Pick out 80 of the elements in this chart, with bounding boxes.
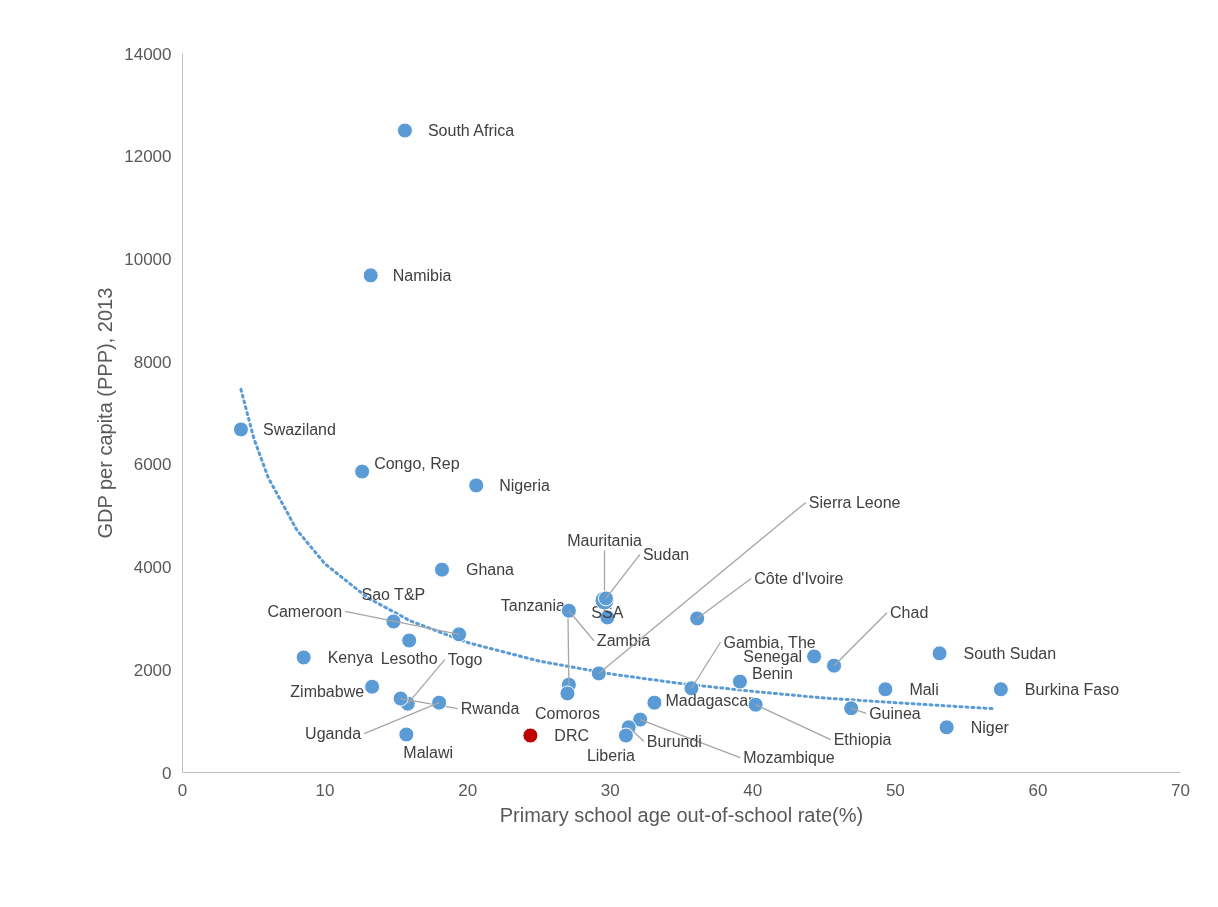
point — [433, 561, 450, 578]
series-label: Kenya — [327, 648, 374, 666]
series-label: Congo, Rep — [374, 455, 460, 473]
point — [559, 685, 576, 702]
point — [362, 267, 379, 284]
y-axis-title: GDP per capita (PPP), 2013 — [94, 287, 117, 539]
series-label: Swaziland — [262, 420, 336, 438]
series-label: Burkina Faso — [1024, 680, 1120, 698]
point — [398, 726, 415, 743]
series-label: South Africa — [427, 122, 515, 140]
series-label: Malawi — [403, 744, 454, 761]
point — [877, 681, 894, 698]
series-label: DRC — [554, 727, 590, 745]
point — [938, 719, 955, 736]
series-label: Sao T&P — [361, 586, 426, 604]
point — [931, 645, 948, 662]
text: Tanzania — [500, 597, 565, 615]
y-tick-label: 0 — [162, 763, 172, 783]
x-tick-label: 20 — [458, 780, 478, 800]
text: Rwanda — [460, 700, 520, 718]
text: Chad — [890, 604, 929, 622]
series-label: Liberia — [586, 747, 636, 765]
series-label: Guinea — [869, 704, 921, 722]
series-label: Nigeria — [499, 476, 550, 494]
point — [806, 648, 823, 665]
x-tick-label: 0 — [177, 780, 188, 800]
y-tick-label: 10000 — [124, 249, 172, 269]
y-tick-label: 2000 — [133, 660, 172, 680]
y-tick-label: 4000 — [133, 558, 172, 578]
series-label: Ghana — [465, 561, 515, 579]
point — [232, 421, 249, 438]
series-label: Burundi — [646, 732, 702, 750]
point — [468, 477, 485, 494]
text: Sierra Leone — [808, 493, 901, 511]
series-label: Niger — [970, 718, 1010, 736]
point — [451, 626, 468, 643]
text: Côte d'Ivoire — [754, 569, 844, 587]
y-tick-label: 8000 — [133, 352, 172, 372]
point — [617, 727, 634, 744]
text: Cameroon — [267, 602, 343, 620]
x-tick-label: 70 — [1171, 780, 1190, 800]
series-label: South Sudan — [963, 644, 1057, 662]
point — [646, 694, 663, 711]
text: Mozambique — [743, 749, 835, 767]
point — [522, 727, 539, 744]
point — [992, 681, 1009, 698]
point — [689, 610, 706, 627]
point — [354, 463, 371, 480]
text: Togo — [447, 651, 483, 669]
point — [431, 694, 448, 711]
series-label: Benin — [751, 665, 793, 683]
x-tick-label: 30 — [600, 780, 620, 800]
text: Uganda — [305, 725, 362, 743]
series-label: Zimbabwe — [290, 683, 365, 701]
point — [295, 649, 312, 666]
series-label: Zambia — [596, 632, 651, 650]
x-tick-label: 40 — [743, 780, 763, 800]
y-tick-label: 14000 — [124, 44, 172, 64]
point — [396, 122, 413, 139]
point — [590, 665, 607, 682]
text: Mauritania — [567, 531, 642, 549]
series-label: Lesotho — [380, 650, 438, 668]
point — [401, 632, 418, 649]
x-axis-title: Primary school age out-of-school rate(%) — [499, 803, 864, 826]
series-label: Mali — [909, 680, 939, 698]
point — [364, 678, 381, 695]
point — [731, 673, 748, 690]
x-tick-label: 60 — [1028, 780, 1048, 800]
text: Sudan — [642, 545, 690, 563]
text: Ethiopia — [833, 731, 892, 749]
point — [843, 700, 860, 717]
x-tick-label: 10 — [315, 780, 335, 800]
point — [826, 657, 843, 674]
x-tick-label: 50 — [885, 780, 905, 800]
series-label: Madagascar — [665, 692, 755, 710]
y-tick-label: 12000 — [124, 147, 172, 167]
y-tick-label: 6000 — [133, 455, 172, 475]
point — [392, 690, 409, 707]
series-label: Namibia — [392, 266, 452, 284]
series-label: Comoros — [534, 704, 600, 722]
